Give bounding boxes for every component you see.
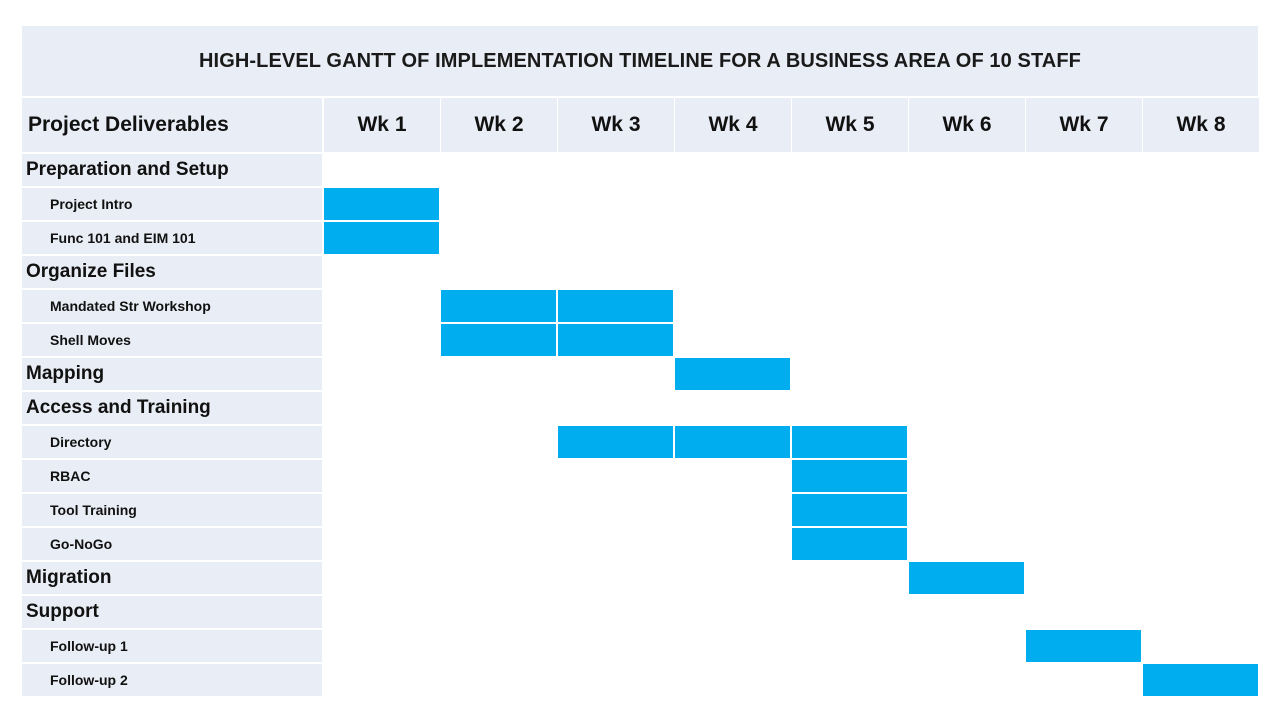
gantt-bar bbox=[558, 290, 673, 322]
week-header-3: Wk 3 bbox=[558, 98, 674, 152]
gantt-bar bbox=[558, 324, 673, 356]
gantt-bar bbox=[558, 426, 673, 458]
gantt-bar bbox=[1143, 664, 1258, 696]
gantt-bar bbox=[1026, 630, 1141, 662]
section-label: Mapping bbox=[22, 358, 322, 390]
gantt-bar bbox=[792, 528, 907, 560]
week-header-2: Wk 2 bbox=[441, 98, 557, 152]
gantt-bar bbox=[324, 188, 439, 220]
gantt-bar bbox=[792, 460, 907, 492]
gantt-bar bbox=[441, 324, 556, 356]
gantt-bar bbox=[792, 494, 907, 526]
task-label: Directory bbox=[22, 426, 322, 458]
task-label: Tool Training bbox=[22, 494, 322, 526]
gantt-bar bbox=[675, 426, 790, 458]
gantt-bar bbox=[441, 290, 556, 322]
task-label: Follow-up 2 bbox=[22, 664, 322, 696]
project-deliverables-header: Project Deliverables bbox=[22, 98, 322, 152]
task-label: Project Intro bbox=[22, 188, 322, 220]
week-header-4: Wk 4 bbox=[675, 98, 791, 152]
section-label: Support bbox=[22, 596, 322, 628]
section-label: Organize Files bbox=[22, 256, 322, 288]
task-label: RBAC bbox=[22, 460, 322, 492]
week-header-7: Wk 7 bbox=[1026, 98, 1142, 152]
task-label: Mandated Str Workshop bbox=[22, 290, 322, 322]
chart-title: HIGH-LEVEL GANTT OF IMPLEMENTATION TIMEL… bbox=[22, 26, 1258, 96]
header-row: Project Deliverables Wk 1 Wk 2 Wk 3 Wk 4 Wk … bbox=[22, 98, 1259, 152]
week-header-8: Wk 8 bbox=[1143, 98, 1259, 152]
section-label: Migration bbox=[22, 562, 322, 594]
week-header-5: Wk 5 bbox=[792, 98, 908, 152]
task-label: Follow-up 1 bbox=[22, 630, 322, 662]
task-label: Func 101 and EIM 101 bbox=[22, 222, 322, 254]
gantt-bar bbox=[324, 222, 439, 254]
week-header-6: Wk 6 bbox=[909, 98, 1025, 152]
task-label: Shell Moves bbox=[22, 324, 322, 356]
task-label: Go-NoGo bbox=[22, 528, 322, 560]
gantt-bar bbox=[792, 426, 907, 458]
gantt-bar bbox=[909, 562, 1024, 594]
section-label: Preparation and Setup bbox=[22, 154, 322, 186]
gantt-bar bbox=[675, 358, 790, 390]
section-label: Access and Training bbox=[22, 392, 322, 424]
week-header-1: Wk 1 bbox=[324, 98, 440, 152]
